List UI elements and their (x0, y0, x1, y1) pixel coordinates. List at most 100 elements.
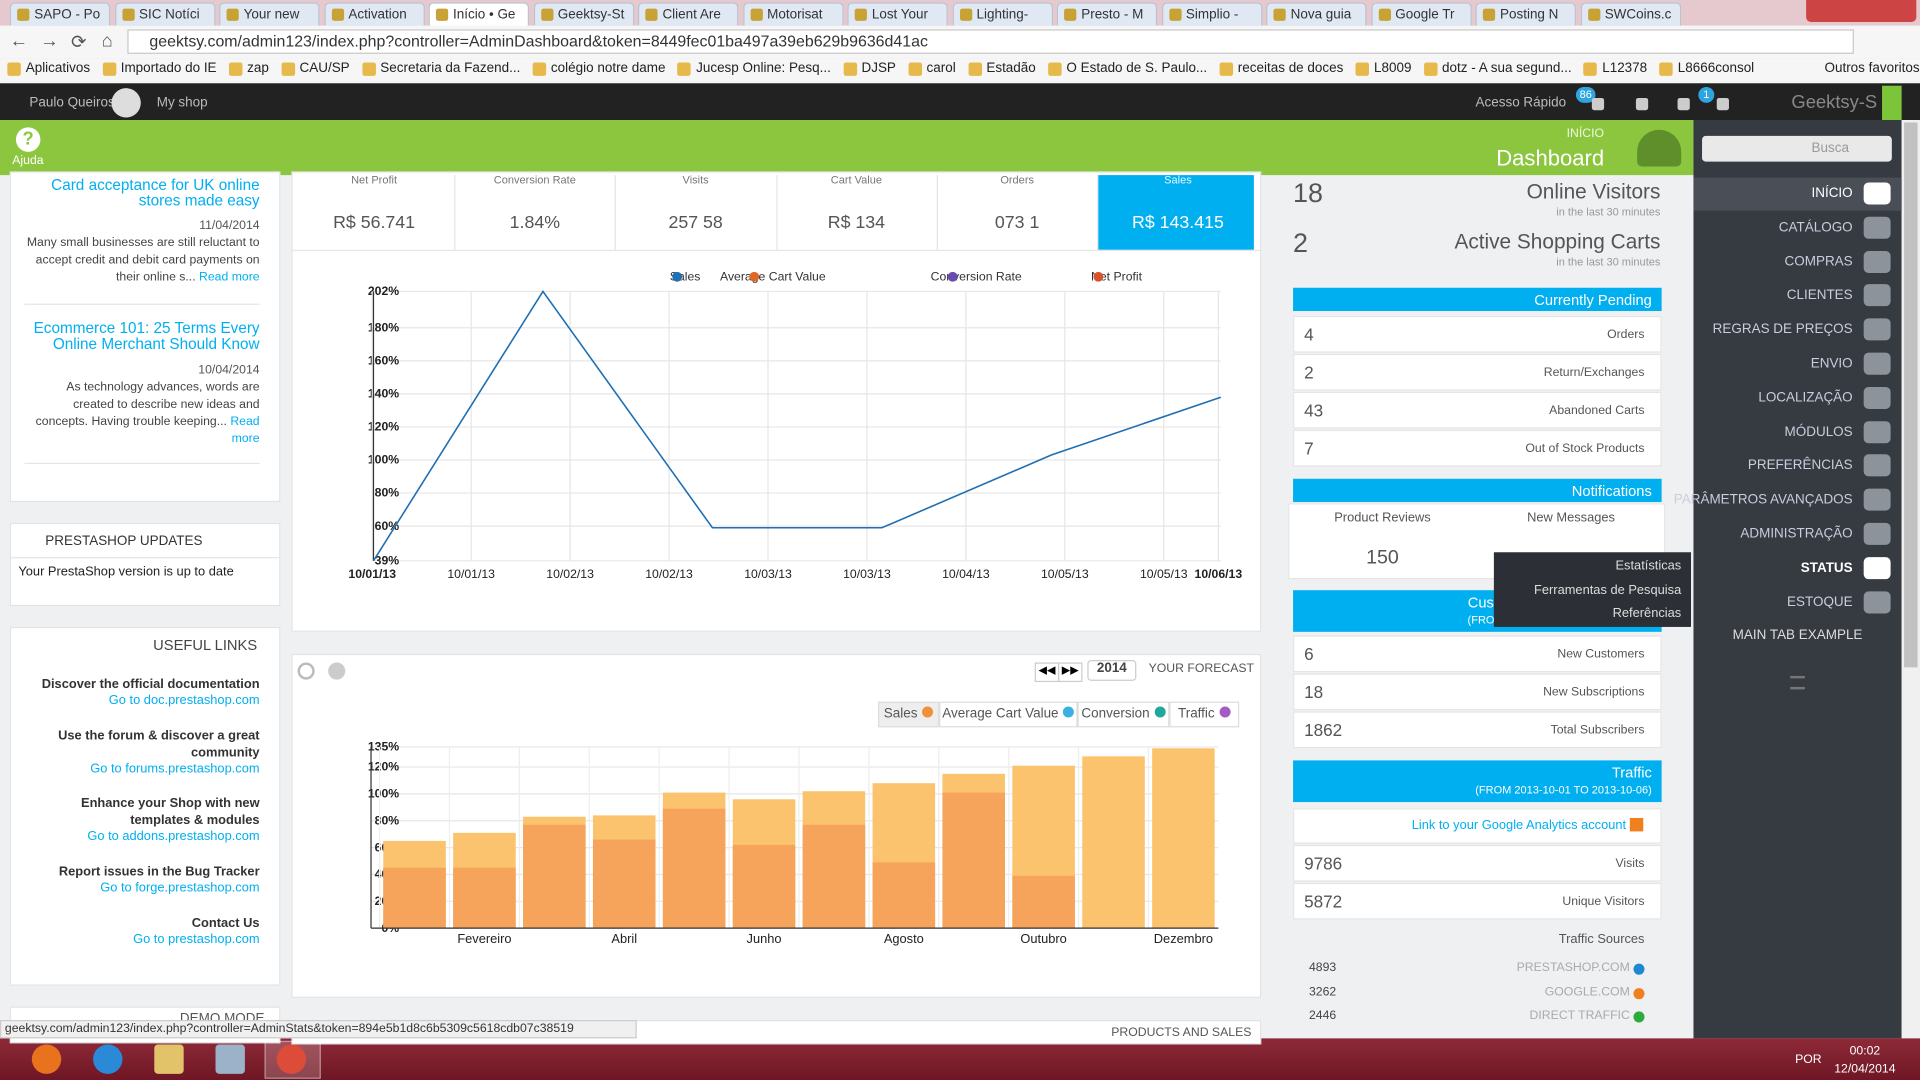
menu-collapse[interactable] (1790, 675, 1805, 690)
taskbar-app[interactable] (93, 1044, 123, 1074)
taskbar-app[interactable] (276, 1044, 307, 1074)
bookmark[interactable]: O Estado de S. Paulo... (1048, 61, 1207, 76)
bookmark[interactable]: CAU/SP (281, 61, 350, 76)
kpi-value[interactable]: 073 1 (994, 213, 1040, 233)
bookmark[interactable]: L8009 (1355, 61, 1411, 76)
taskbar-app[interactable] (31, 1044, 62, 1074)
browser-tab[interactable]: Presto - M (1056, 2, 1158, 26)
submenu-item[interactable]: Estatísticas (1615, 558, 1682, 574)
nav-button[interactable]: ⟳ (71, 31, 87, 53)
menu-item[interactable]: MÓDULOS (1784, 424, 1853, 440)
topbar-icon[interactable] (1716, 97, 1729, 111)
legend-button[interactable]: Traffic (1169, 701, 1240, 728)
taskbar-app[interactable] (154, 1044, 184, 1074)
menu-item[interactable]: INÍCIO (1811, 186, 1853, 201)
settings-icon[interactable] (328, 662, 346, 680)
link-url[interactable]: Go to forge.prestashop.com (100, 880, 260, 896)
browser-tab[interactable]: SAPO - Po (9, 2, 111, 26)
bookmark[interactable]: Importado do IE (102, 61, 217, 76)
shop-button[interactable] (1882, 85, 1902, 121)
bookmark[interactable]: colégio notre dame (532, 61, 665, 76)
browser-tab[interactable]: Posting N (1475, 2, 1576, 26)
bookmark[interactable]: carol (908, 61, 956, 76)
browser-tab[interactable]: Simplio - (1161, 2, 1262, 26)
scrollbar-thumb[interactable] (1904, 122, 1918, 668)
bookmark[interactable]: L8666consol (1659, 61, 1754, 76)
kpi-label[interactable]: Orders (1000, 173, 1035, 187)
browser-tab[interactable]: Client Are (637, 2, 739, 26)
nav-button[interactable]: → (40, 30, 59, 52)
tab-label[interactable]: Product Reviews (1334, 510, 1431, 526)
bookmark[interactable]: L12378 (1583, 61, 1647, 76)
bookmark[interactable]: dotz - A sua segund... (1423, 61, 1572, 76)
taskbar-app[interactable] (215, 1044, 245, 1074)
browser-tab[interactable]: Lighting- (952, 2, 1053, 26)
topbar-icon[interactable] (1591, 97, 1605, 111)
menu-item[interactable]: CLIENTES (1786, 288, 1853, 303)
analytics-link-text[interactable]: Link to your Google Analytics account (1411, 817, 1627, 833)
browser-tab[interactable]: Your new (219, 2, 320, 26)
read-more[interactable]: Read more (199, 270, 260, 285)
kpi-value[interactable]: R$ 134 (827, 213, 886, 233)
next-button[interactable]: ▶▶ (1057, 662, 1083, 683)
link-url[interactable]: Go to doc.prestashop.com (108, 693, 260, 708)
legend-button[interactable]: Sales (877, 701, 940, 728)
legend-button[interactable]: Average Cart Value (939, 701, 1078, 728)
browser-tab[interactable]: Motorisat (742, 2, 844, 26)
legend-button[interactable]: Conversion (1077, 701, 1170, 728)
bookmark[interactable]: Secretaria da Fazend... (361, 61, 520, 76)
submenu-item[interactable]: Ferramentas de Pesquisa (1533, 582, 1682, 597)
bookmark[interactable]: Jucesp Online: Pesq... (677, 61, 831, 76)
bookmark[interactable]: Aplicativos (7, 61, 90, 76)
bookmark[interactable]: DJSP (843, 61, 896, 76)
bookmark[interactable]: receitas de doces (1219, 61, 1343, 76)
menu-item[interactable]: COMPRAS (1784, 254, 1853, 269)
menu-item[interactable]: LOCALIZAÇÃO (1758, 390, 1853, 406)
browser-tab[interactable]: Activation (323, 2, 425, 26)
browser-tab[interactable]: SWCoins.c (1580, 2, 1681, 26)
browser-tab[interactable]: Lost Your (847, 2, 948, 26)
nav-button[interactable]: ← (9, 30, 29, 52)
link-url[interactable]: Go to addons.prestashop.com (87, 828, 260, 844)
quick-access[interactable]: Acesso Rápido (1475, 95, 1567, 111)
menu-item[interactable]: ESTOQUE (1787, 594, 1853, 610)
browser-tab[interactable]: Google Tr (1370, 2, 1472, 26)
kpi-label[interactable]: Conversion Rate (493, 173, 576, 187)
other-bookmarks[interactable]: Outros favoritos (1824, 61, 1920, 76)
menu-item[interactable]: PARÂMETROS AVANÇADOS (1673, 492, 1853, 508)
search-box[interactable] (1702, 135, 1892, 162)
kpi-label[interactable]: Visits (682, 173, 709, 187)
kpi-value[interactable]: 1.84% (509, 213, 561, 233)
topbar-icon[interactable] (1635, 97, 1649, 111)
kpi-value[interactable]: R$ 143.415 (1132, 213, 1224, 233)
kpi-label[interactable]: Net Profit (351, 173, 398, 187)
browser-tab[interactable]: Início • Ge (428, 2, 529, 26)
menu-item[interactable]: STATUS (1800, 560, 1853, 576)
menu-item[interactable]: REGRAS DE PREÇOS (1712, 322, 1853, 337)
news-title[interactable]: Card acceptance for UK online stores mad… (51, 176, 260, 210)
browser-tab[interactable]: SIC Notíci (114, 2, 215, 26)
shop-link[interactable]: My shop (156, 95, 208, 111)
link-url[interactable]: Go to prestashop.com (133, 931, 260, 947)
read-more[interactable]: Read more (230, 415, 260, 446)
refresh-icon[interactable] (297, 662, 315, 680)
user-name[interactable]: Paulo Queiros (29, 95, 115, 111)
bookmark[interactable]: Estadão (967, 61, 1036, 76)
news-title[interactable]: Ecommerce 101: 25 Terms Every Online Mer… (33, 319, 260, 353)
language[interactable]: POR (1795, 1053, 1822, 1067)
submenu-item[interactable]: Referências (1612, 606, 1682, 621)
address-bar[interactable] (127, 29, 1854, 54)
bookmark[interactable]: zap (228, 61, 269, 76)
tab-label[interactable]: New Messages (1527, 510, 1615, 526)
menu-item[interactable]: CATÁLOGO (1778, 220, 1853, 235)
topbar-icon[interactable] (1677, 97, 1690, 111)
menu-item[interactable]: ADMINISTRAÇÃO (1740, 526, 1853, 542)
kpi-label[interactable]: Cart Value (830, 173, 883, 187)
link-url[interactable]: Go to forums.prestashop.com (90, 761, 260, 777)
browser-tab[interactable]: Nova guia (1266, 2, 1367, 26)
nav-button[interactable]: ⌂ (101, 30, 113, 52)
kpi-value[interactable]: 257 58 (668, 213, 723, 233)
menu-item[interactable]: ENVIO (1810, 356, 1853, 372)
help-icon[interactable]: ? (15, 127, 41, 152)
browser-tab[interactable]: Geektsy-St (533, 2, 634, 26)
